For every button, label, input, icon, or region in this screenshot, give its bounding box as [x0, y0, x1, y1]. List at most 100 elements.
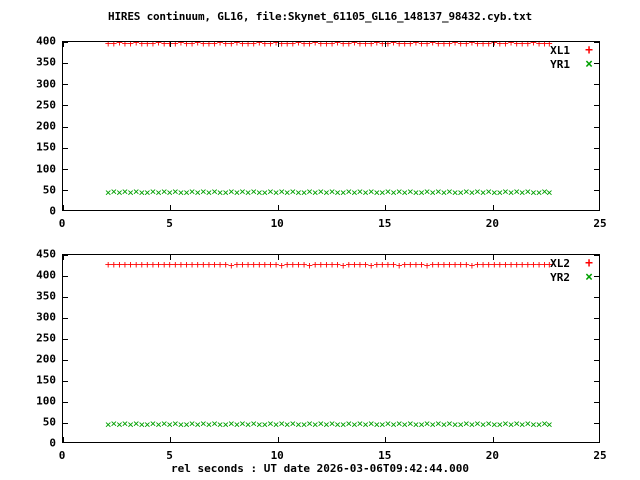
- cross-marker-icon: ×: [585, 57, 593, 72]
- y-tick-mark: [63, 338, 68, 340]
- data-point-marker: +: [295, 41, 302, 50]
- data-point-marker: ×: [367, 185, 375, 199]
- legend-label: YR1: [550, 58, 570, 71]
- data-point-marker: ×: [423, 417, 431, 431]
- data-point-marker: ×: [121, 417, 129, 431]
- data-point-marker: ×: [289, 185, 297, 199]
- x-tick-mark: [385, 255, 387, 260]
- data-point-marker: +: [434, 41, 442, 50]
- data-point-marker: +: [395, 41, 403, 50]
- data-point-marker: ×: [306, 417, 313, 431]
- data-point-marker: ×: [468, 417, 476, 431]
- data-point-marker: ×: [518, 185, 526, 199]
- data-point-marker: ×: [172, 185, 179, 199]
- data-point-marker: ×: [188, 417, 196, 431]
- y-tick-label: 250: [36, 98, 56, 112]
- data-point-marker: ×: [429, 185, 437, 199]
- y-tick-mark: [594, 42, 599, 43]
- x-tick-mark: [63, 255, 64, 260]
- data-point-marker: ×: [373, 417, 381, 431]
- y-tick-label: 250: [36, 331, 56, 345]
- data-point-marker: +: [278, 258, 285, 272]
- data-point-marker: ×: [395, 185, 403, 199]
- data-point-marker: ×: [306, 185, 313, 199]
- data-point-marker: ×: [384, 417, 392, 431]
- data-point-marker: ×: [166, 417, 174, 431]
- data-point-marker: ×: [535, 185, 543, 199]
- data-point-marker: ×: [334, 417, 341, 431]
- data-point-marker: +: [295, 258, 302, 272]
- y-tick-mark: [594, 422, 599, 424]
- data-point-marker: +: [272, 41, 280, 50]
- data-point-marker: ×: [144, 185, 151, 199]
- data-point-marker: ×: [462, 185, 470, 199]
- data-point-marker: ×: [295, 417, 302, 431]
- data-point-marker: +: [177, 257, 185, 271]
- y-tick-mark: [63, 255, 68, 256]
- data-point-marker: +: [457, 257, 464, 271]
- x-tick-label: 0: [58, 217, 66, 230]
- data-point-marker: +: [462, 41, 470, 50]
- data-point-marker: ×: [199, 185, 207, 199]
- x-tick-mark: [277, 255, 279, 260]
- data-point-marker: +: [462, 258, 470, 272]
- y-tick-mark: [594, 338, 599, 340]
- data-point-marker: ×: [255, 417, 263, 431]
- x-tick-label: 25: [593, 217, 607, 230]
- data-point-marker: ×: [183, 185, 190, 199]
- data-point-marker: ×: [261, 417, 269, 431]
- data-point-marker: ×: [351, 185, 358, 199]
- x-tick-mark: [277, 42, 279, 47]
- data-point-marker: ×: [172, 417, 179, 431]
- data-point-marker: ×: [546, 185, 553, 199]
- data-point-marker: +: [395, 258, 403, 272]
- x-tick-mark: [277, 205, 279, 210]
- data-point-marker: +: [155, 257, 162, 271]
- data-point-marker: +: [211, 258, 218, 272]
- data-point-marker: +: [127, 41, 134, 50]
- y-tick-mark: [63, 126, 68, 128]
- data-point-marker: ×: [485, 417, 492, 431]
- data-point-marker: +: [160, 258, 168, 272]
- data-point-marker: ×: [216, 185, 224, 199]
- y-tick-mark: [63, 105, 68, 107]
- data-point-marker: +: [412, 258, 420, 272]
- data-point-marker: +: [323, 41, 330, 50]
- y-tick-mark: [594, 275, 599, 277]
- data-point-marker: ×: [412, 417, 420, 431]
- data-point-marker: ×: [367, 417, 375, 431]
- data-point-marker: +: [446, 41, 453, 50]
- y-tick-label: 0: [49, 436, 56, 450]
- y-tick-mark: [63, 401, 68, 403]
- data-point-marker: +: [311, 41, 319, 50]
- data-point-marker: ×: [446, 417, 453, 431]
- data-point-marker: ×: [496, 417, 504, 431]
- data-point-marker: +: [255, 258, 263, 272]
- data-point-marker: ×: [227, 417, 235, 431]
- x-tick-mark: [492, 437, 494, 442]
- legend-item-yr2: YR2 ×: [490, 271, 600, 285]
- data-point-marker: +: [468, 258, 476, 272]
- x-tick-mark: [170, 437, 172, 442]
- y-tick-label: 400: [36, 268, 56, 282]
- data-point-marker: +: [110, 258, 118, 272]
- data-point-marker: +: [149, 258, 157, 272]
- y-tick-label: 150: [36, 373, 56, 387]
- data-point-marker: ×: [211, 185, 218, 199]
- x-tick-label: 20: [485, 449, 500, 462]
- data-point-marker: ×: [138, 185, 146, 199]
- data-point-marker: +: [306, 41, 313, 50]
- legend-label: XL2: [550, 257, 570, 270]
- x-tick-mark: [63, 437, 64, 442]
- data-point-marker: ×: [490, 185, 498, 199]
- data-point-marker: ×: [261, 185, 269, 199]
- data-point-marker: +: [227, 258, 235, 272]
- data-point-marker: ×: [502, 185, 509, 199]
- data-point-marker: ×: [345, 185, 353, 199]
- y-tick-label: 200: [36, 352, 56, 366]
- data-point-marker: +: [373, 258, 381, 272]
- data-point-marker: +: [334, 258, 341, 272]
- data-point-marker: ×: [418, 185, 425, 199]
- data-point-marker: ×: [496, 185, 504, 199]
- x-tick-label: 15: [378, 449, 392, 462]
